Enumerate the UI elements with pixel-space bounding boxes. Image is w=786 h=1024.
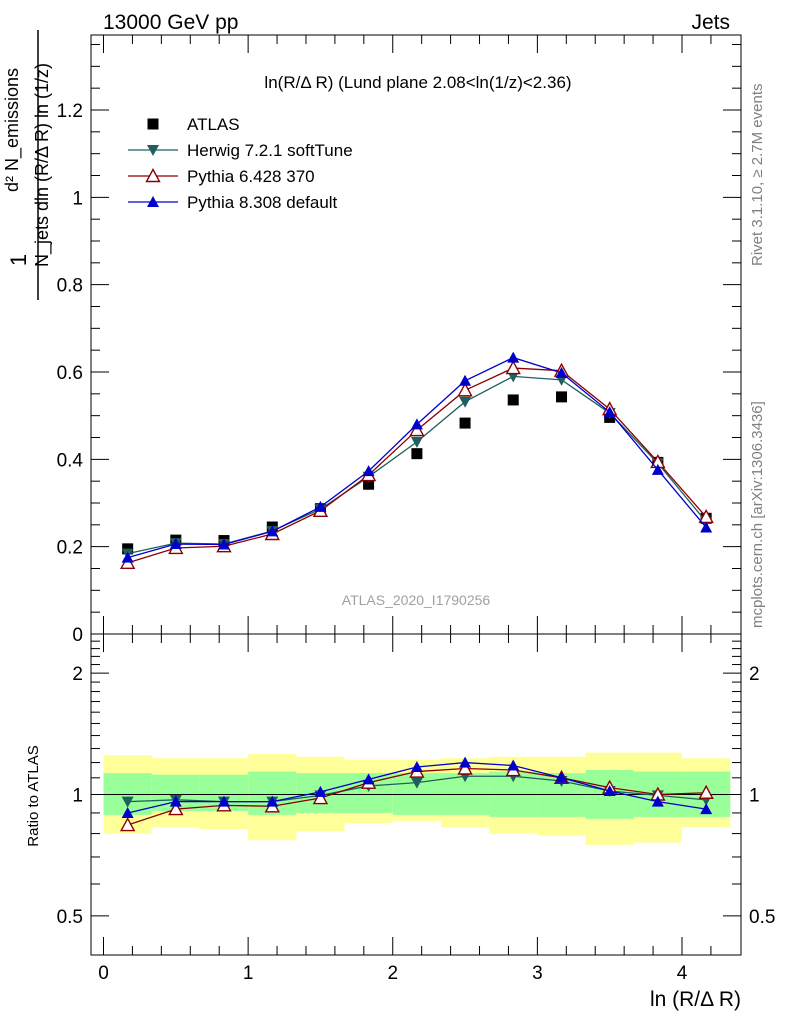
main-ylabel: 1 N_jets dln (R/Δ R) ln (1/z) d² N_emiss… (2, 30, 53, 300)
ratio-ytick-label-right: 2 (749, 664, 760, 685)
ratio-point (217, 795, 230, 807)
analysis-label: ATLAS_2020_I1790256 (342, 592, 491, 608)
main-ytick-label: 0 (72, 625, 83, 646)
ratio-point (121, 796, 134, 808)
ratio-ytick-label-left: 0.5 (57, 907, 83, 928)
legend-entry-3: Pythia 8.308 default (128, 193, 338, 212)
data-point (555, 366, 568, 378)
data-point (603, 406, 616, 418)
ratio-ytick-label-right: 0.5 (749, 907, 775, 928)
x-tick-label: 0 (98, 963, 109, 984)
data-point (459, 396, 472, 408)
data-point (507, 394, 519, 406)
ratio-point (555, 771, 568, 783)
data-point (700, 521, 713, 533)
data-point (266, 525, 279, 537)
data-point (459, 417, 471, 429)
ratio-point (457, 760, 473, 775)
ratio-point (410, 777, 423, 789)
main-ytick-label: 0.6 (57, 363, 83, 384)
ratio-ylabel: Ratio to ATLAS (25, 745, 42, 846)
series-3 (121, 351, 713, 563)
ratio-point (169, 795, 182, 807)
ylabel-top: d² N_emissions (2, 68, 23, 192)
series-line-2 (127, 367, 707, 564)
mcplots-label: mcplots.cern.ch [arXiv:1306.3436] (749, 401, 766, 628)
ratio-point (362, 773, 375, 785)
data-point (410, 418, 423, 430)
series-line-1 (127, 375, 707, 555)
data-point (314, 500, 327, 512)
legend-label: Pythia 8.308 default (187, 193, 338, 212)
ratio-point (698, 784, 714, 799)
data-point (457, 382, 473, 397)
ratio-point (121, 806, 134, 818)
series-1 (121, 371, 713, 560)
ratio-point (312, 790, 329, 805)
legend-marker (145, 168, 161, 183)
main-series (119, 351, 714, 570)
header-left: 13000 GeV pp (103, 11, 238, 34)
ratio-point (314, 785, 327, 797)
main-ytick-label: 0.8 (57, 276, 83, 297)
data-point (363, 478, 375, 490)
data-point (121, 551, 134, 563)
legend-entry-1: Herwig 7.2.1 softTune (128, 141, 353, 160)
data-point (507, 351, 520, 363)
x-axis-label: ln (R/Δ R) (650, 988, 741, 1011)
ratio-series-2 (121, 756, 713, 818)
ylabel-denominator: N_jets dln (R/Δ R) ln (1/z) (32, 63, 53, 267)
legend: ATLAS Herwig 7.2.1 softTune Pythia 6.428 3… (128, 115, 353, 212)
data-point (505, 360, 521, 375)
ratio-point (700, 803, 713, 815)
ylabel-numerator: 1 (6, 254, 31, 266)
data-point (411, 448, 423, 460)
data-point (556, 391, 568, 403)
x-tick-label: 2 (387, 963, 398, 984)
main-ytick-label: 0.4 (57, 450, 84, 471)
series-2 (119, 360, 714, 570)
legend-marker (147, 196, 159, 207)
x-tick-label: 1 (243, 963, 254, 984)
legend-entry-0: ATLAS (147, 115, 240, 134)
header-right: Jets (691, 11, 730, 34)
ratio-point (119, 817, 136, 832)
main-ytick-label: 1 (72, 188, 83, 209)
ratio-point (168, 801, 184, 816)
series-0 (122, 391, 712, 555)
legend-entry-2: Pythia 6.428 370 (128, 167, 315, 186)
plot-title: ln(R/Δ R) (Lund plane 2.08<ln(1/z)<2.36) (264, 73, 571, 92)
ratio-point (603, 785, 616, 797)
ratio-point (266, 795, 279, 807)
legend-marker (147, 145, 159, 156)
main-axes: 0 0.2 0.4 0.6 0.8 1 1.2 (57, 34, 742, 646)
main-ytick-label: 1.2 (57, 101, 83, 122)
ratio-ytick-label-left: 1 (72, 786, 83, 807)
ratio-point (410, 760, 423, 772)
ratio-series (119, 756, 714, 832)
ratio-point (507, 759, 520, 771)
data-point (362, 465, 375, 477)
x-tick-label: 4 (677, 963, 688, 984)
main-ytick-label: 0.2 (57, 538, 83, 559)
ratio-point (459, 756, 472, 768)
legend-marker (147, 118, 159, 130)
legend-label: Herwig 7.2.1 softTune (187, 141, 353, 160)
ratio-axes: 0.5 0.5 1 1 2 2 0 1 2 3 4 (57, 633, 775, 984)
rivet-label: Rivet 3.1.10, ≥ 2.7M events (749, 84, 766, 267)
data-point (409, 422, 425, 437)
data-point (169, 538, 182, 550)
data-point (651, 463, 664, 475)
data-point (217, 538, 230, 550)
x-tick-label: 3 (532, 963, 543, 984)
ratio-ytick-label-left: 2 (72, 664, 83, 685)
ratio-ytick-label-right: 1 (749, 786, 760, 807)
data-point (410, 436, 423, 448)
legend-label: Pythia 6.428 370 (187, 167, 315, 186)
ratio-point (651, 795, 664, 807)
data-point (459, 374, 472, 386)
legend-label: ATLAS (187, 115, 240, 134)
